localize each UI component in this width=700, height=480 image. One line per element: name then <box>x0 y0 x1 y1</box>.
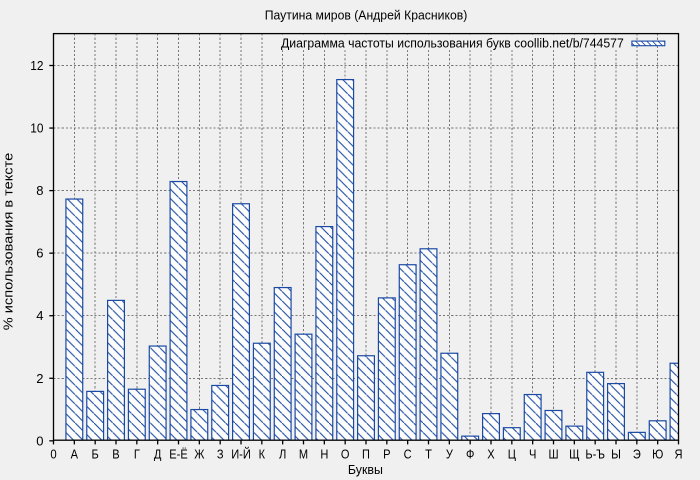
svg-text:Ж: Ж <box>194 447 205 461</box>
svg-text:0: 0 <box>36 433 43 448</box>
svg-text:Л: Л <box>279 447 286 461</box>
svg-text:Б: Б <box>92 447 99 461</box>
svg-text:Г: Г <box>134 447 140 461</box>
svg-text:М: М <box>299 447 308 461</box>
svg-text:4: 4 <box>36 308 43 323</box>
svg-text:Т: Т <box>425 447 432 461</box>
svg-text:0: 0 <box>50 447 56 461</box>
svg-text:Ф: Ф <box>466 447 474 461</box>
svg-text:8: 8 <box>36 183 43 198</box>
svg-text:Диаграмма частоты использовани: Диаграмма частоты использования букв coo… <box>281 35 624 50</box>
svg-text:Паутина миров (Андрей Краснико: Паутина миров (Андрей Красников) <box>265 8 468 23</box>
svg-text:Я: Я <box>675 447 683 461</box>
svg-text:6: 6 <box>36 246 43 261</box>
svg-text:10: 10 <box>30 121 43 136</box>
svg-text:П: П <box>362 447 370 461</box>
svg-text:У: У <box>446 447 453 461</box>
svg-text:Ю: Ю <box>652 447 664 461</box>
svg-text:Э: Э <box>633 447 641 461</box>
svg-text:Ч: Ч <box>529 447 536 461</box>
svg-text:2: 2 <box>36 371 43 386</box>
svg-text:Д: Д <box>154 447 162 461</box>
svg-text:Щ: Щ <box>569 447 580 461</box>
svg-text:Е-Ё: Е-Ё <box>169 447 187 461</box>
svg-text:Х: Х <box>487 447 495 461</box>
svg-text:С: С <box>404 447 412 461</box>
svg-text:А: А <box>71 447 79 461</box>
svg-text:О: О <box>341 447 350 461</box>
svg-text:З: З <box>217 447 224 461</box>
svg-text:Ш: Ш <box>548 447 558 461</box>
svg-text:Буквы: Буквы <box>348 462 383 477</box>
svg-text:12: 12 <box>30 58 43 73</box>
svg-text:Ь-Ъ: Ь-Ъ <box>585 447 605 461</box>
svg-text:Р: Р <box>383 447 390 461</box>
svg-text:В: В <box>112 447 119 461</box>
svg-text:К: К <box>259 447 266 461</box>
svg-text:Н: Н <box>320 447 328 461</box>
svg-text:Ы: Ы <box>611 447 621 461</box>
svg-text:И-Й: И-Й <box>231 446 251 461</box>
svg-text:Ц: Ц <box>508 447 517 461</box>
svg-text:% использования в тексте: % использования в тексте <box>0 153 15 330</box>
